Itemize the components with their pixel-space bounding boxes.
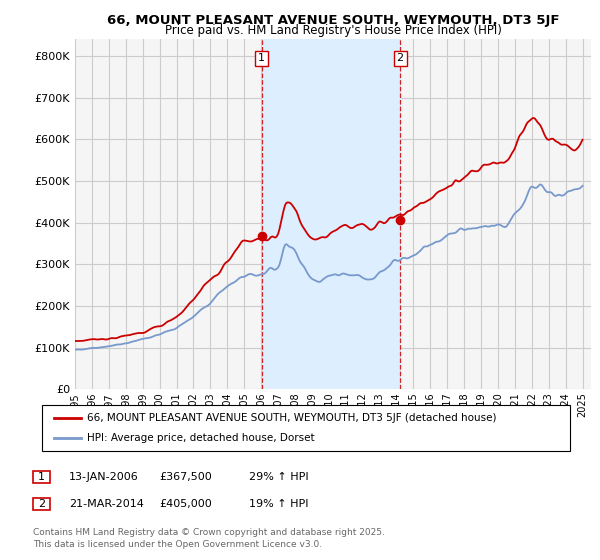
Text: 1: 1: [258, 53, 265, 63]
Text: 19% ↑ HPI: 19% ↑ HPI: [249, 499, 308, 509]
Text: £367,500: £367,500: [159, 472, 212, 482]
Text: 66, MOUNT PLEASANT AVENUE SOUTH, WEYMOUTH, DT3 5JF (detached house): 66, MOUNT PLEASANT AVENUE SOUTH, WEYMOUT…: [87, 413, 497, 423]
Text: 2: 2: [397, 53, 404, 63]
Text: £405,000: £405,000: [159, 499, 212, 509]
Text: 13-JAN-2006: 13-JAN-2006: [69, 472, 139, 482]
Text: 21-MAR-2014: 21-MAR-2014: [69, 499, 144, 509]
Text: Price paid vs. HM Land Registry's House Price Index (HPI): Price paid vs. HM Land Registry's House …: [164, 24, 502, 37]
Text: HPI: Average price, detached house, Dorset: HPI: Average price, detached house, Dors…: [87, 433, 314, 443]
Text: 1: 1: [38, 472, 45, 482]
Text: Contains HM Land Registry data © Crown copyright and database right 2025.
This d: Contains HM Land Registry data © Crown c…: [33, 528, 385, 549]
Text: 2: 2: [38, 499, 45, 509]
Bar: [262, 39, 400, 389]
Text: 66, MOUNT PLEASANT AVENUE SOUTH, WEYMOUTH, DT3 5JF: 66, MOUNT PLEASANT AVENUE SOUTH, WEYMOUT…: [107, 14, 559, 27]
Text: 29% ↑ HPI: 29% ↑ HPI: [249, 472, 308, 482]
